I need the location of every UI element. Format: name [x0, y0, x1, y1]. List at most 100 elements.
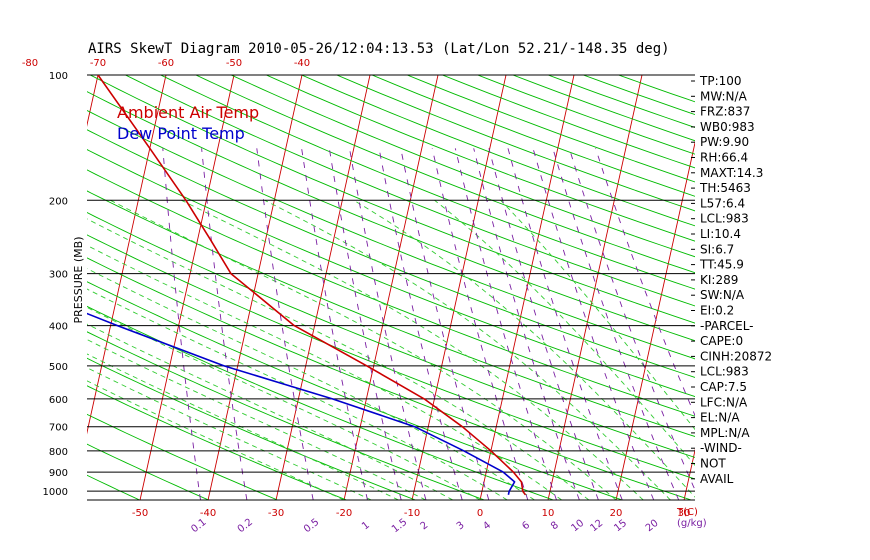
mixing-ratio-tick-label: 1: [360, 520, 372, 533]
stats-item: LCL:983: [700, 365, 749, 379]
dry-adiabat-line: [477, 75, 695, 155]
isotherm-line: [87, 75, 167, 435]
stats-item: EL:N/A: [700, 411, 740, 425]
dry-adiabat-line: [266, 75, 695, 242]
bottom-temperature-tick-label: 10: [542, 508, 555, 519]
moist-adiabat-line: [87, 268, 535, 500]
stats-item: L57:6.4: [700, 196, 745, 210]
bottom-temperature-tick-label: -20: [336, 508, 352, 519]
dry-adiabat-line: [371, 75, 695, 197]
dry-adiabat-line: [87, 129, 695, 378]
bottom-temperature-tick-label: -10: [404, 508, 420, 519]
mixing-ratio-tick-label: 8: [549, 520, 561, 533]
stats-item: TT:45.9: [699, 258, 744, 272]
pressure-tick-label: 600: [49, 395, 68, 406]
chart-title: AIRS SkewT Diagram 2010-05-26/12:04:13.5…: [88, 41, 670, 57]
pressure-tick-label: 100: [49, 71, 68, 82]
dry-adiabat-line: [87, 169, 695, 417]
temperature-unit-label: T(C): [676, 507, 698, 518]
stats-item: RH:66.4: [700, 151, 748, 165]
top-temperature-tick-label: -60: [158, 58, 174, 69]
isotherm-line: [411, 75, 507, 500]
dry-adiabat-line: [195, 75, 695, 274]
legend-dewpoint-label: Dew Point Temp: [117, 124, 245, 143]
stats-item: FRZ:837: [700, 105, 750, 119]
moist-adiabat-line: [87, 306, 481, 500]
stats-item: LCL:983: [700, 212, 749, 226]
isotherm-line: [547, 75, 643, 500]
dry-adiabat-line: [87, 281, 623, 500]
isotherm-line: [343, 75, 439, 500]
moist-adiabat-line: [264, 199, 671, 500]
moist-adiabat-line: [87, 339, 426, 500]
dry-adiabat-line: [160, 75, 695, 290]
top-temperature-ticks: -120-110-100-90-80-70-60-50-40: [22, 58, 310, 69]
legend-ambient-label: Ambient Air Temp: [117, 103, 259, 122]
bottom-temperature-tick-label: 0: [477, 508, 483, 519]
dry-adiabat-line: [87, 190, 695, 438]
moist-adiabat-line: [353, 199, 695, 498]
isotherm-line: [207, 75, 303, 500]
pressure-tick-label: 400: [49, 322, 68, 333]
moist-adiabat-line: [87, 288, 508, 500]
mixing-ratio-tick-label: 2: [419, 520, 431, 533]
bottom-temperature-ticks: -50 -40 -30 -20 -10 0 10 20 30: [132, 508, 691, 519]
dry-adiabat-line: [301, 75, 695, 227]
moist-adiabat-line: [87, 244, 562, 500]
moist-adiabat-line: [87, 218, 590, 500]
dry-adiabat-line: [442, 75, 695, 169]
moist-adiabat-line: [181, 199, 644, 500]
dry-adiabat-line: [87, 331, 485, 500]
moist-adiabat-line: [87, 323, 454, 500]
isotherm-line: [139, 75, 235, 500]
pressure-tick-label: 200: [49, 196, 68, 207]
dry-adiabat-line: [336, 75, 695, 212]
moist-adiabat-line: [87, 380, 345, 500]
moist-adiabat-line: [110, 199, 617, 500]
pressure-tick-label: 800: [49, 447, 68, 458]
y-axis-label: PRESSURE (MB): [72, 237, 85, 324]
stats-item: WB0:983: [700, 120, 755, 134]
top-temperature-tick-label: -80: [22, 58, 38, 69]
bottom-temperature-tick-label: -30: [268, 508, 284, 519]
mixing-ratio-tick-label: 3: [455, 520, 467, 533]
top-temperature-tick-label: -50: [226, 58, 242, 69]
pressure-tick-label: 900: [49, 468, 68, 479]
moist-adiabat-line: [434, 199, 695, 466]
stats-item: MAXT:14.3: [700, 166, 763, 180]
stats-item: -PARCEL-: [700, 319, 754, 333]
stats-item: LI:10.4: [700, 227, 741, 241]
dry-adiabat-line: [125, 75, 695, 307]
pressure-ticks: 100 200 300 400 500 600 700 800 900 1000: [43, 71, 68, 498]
series-layer: [87, 75, 527, 496]
pressure-tick-label: 500: [49, 362, 68, 373]
dry-adiabat-line: [87, 257, 692, 500]
stats-item: TP:100: [699, 74, 742, 88]
isotherm-line: [275, 75, 371, 500]
stats-item: SW:N/A: [700, 288, 745, 302]
stats-item: KI:289: [700, 273, 738, 287]
moist-adiabat-line: [500, 199, 695, 431]
dry-adiabat-line: [87, 149, 695, 398]
mixing-ratio-tick-label: 4: [481, 520, 493, 533]
pressure-tick-label: 1000: [43, 487, 68, 498]
dry-adiabat-line: [230, 75, 695, 258]
dry-adiabat-line: [87, 385, 347, 500]
bottom-temperature-tick-label: -40: [200, 508, 216, 519]
dry-adiabat-line: [87, 234, 695, 480]
stats-item: SI:6.7: [700, 242, 734, 256]
stats-item: CAP:7.5: [700, 380, 747, 394]
dry-adiabat-line: [87, 413, 278, 500]
stats-item: CINH:20872: [700, 349, 772, 363]
dry-adiabat-line: [87, 109, 695, 360]
top-temperature-tick-label: -40: [294, 58, 310, 69]
mixing-ratio-unit-label: (g/kg): [677, 518, 707, 529]
bottom-temperature-tick-label: 30: [678, 508, 691, 519]
dry-adiabat-line: [407, 75, 695, 183]
stats-item: MW:N/A: [700, 89, 748, 103]
pressure-tick-label: 700: [49, 423, 68, 434]
stats-item: MPL:N/A: [700, 426, 750, 440]
isobar-layer: [87, 74, 695, 501]
